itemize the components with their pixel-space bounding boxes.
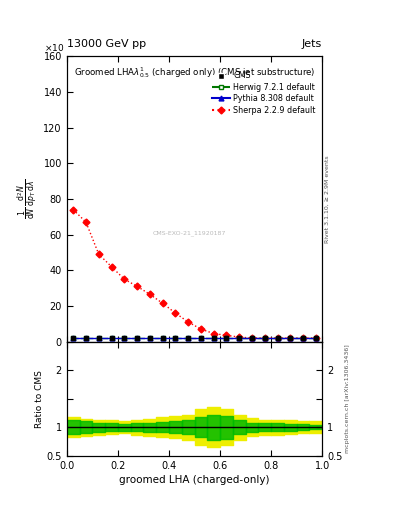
Y-axis label: mcplots.cern.ch [arXiv:1306.3436]: mcplots.cern.ch [arXiv:1306.3436] [345,344,350,453]
Y-axis label: Rivet 3.1.10, ≥ 2.9M events: Rivet 3.1.10, ≥ 2.9M events [325,155,330,243]
Text: $\times10$: $\times10$ [44,42,64,53]
Y-axis label: $\frac{1}{\mathrm{d}N}\,\frac{\mathrm{d}^2N}{\mathrm{d}p_T\,\mathrm{d}\lambda}$: $\frac{1}{\mathrm{d}N}\,\frac{\mathrm{d}… [17,179,39,219]
Text: 13000 GeV pp: 13000 GeV pp [67,38,146,49]
Legend: CMS, Herwig 7.2.1 default, Pythia 8.308 default, Sherpa 2.2.9 default: CMS, Herwig 7.2.1 default, Pythia 8.308 … [210,69,318,117]
Y-axis label: Ratio to CMS: Ratio to CMS [35,370,44,428]
Text: Jets: Jets [302,38,322,49]
Text: CMS-EXO-21_11920187: CMS-EXO-21_11920187 [153,230,226,236]
Text: Groomed LHA$\lambda^1_{0.5}$ (charged only) (CMS jet substructure): Groomed LHA$\lambda^1_{0.5}$ (charged on… [74,65,315,80]
X-axis label: groomed LHA (charged-only): groomed LHA (charged-only) [119,475,270,485]
